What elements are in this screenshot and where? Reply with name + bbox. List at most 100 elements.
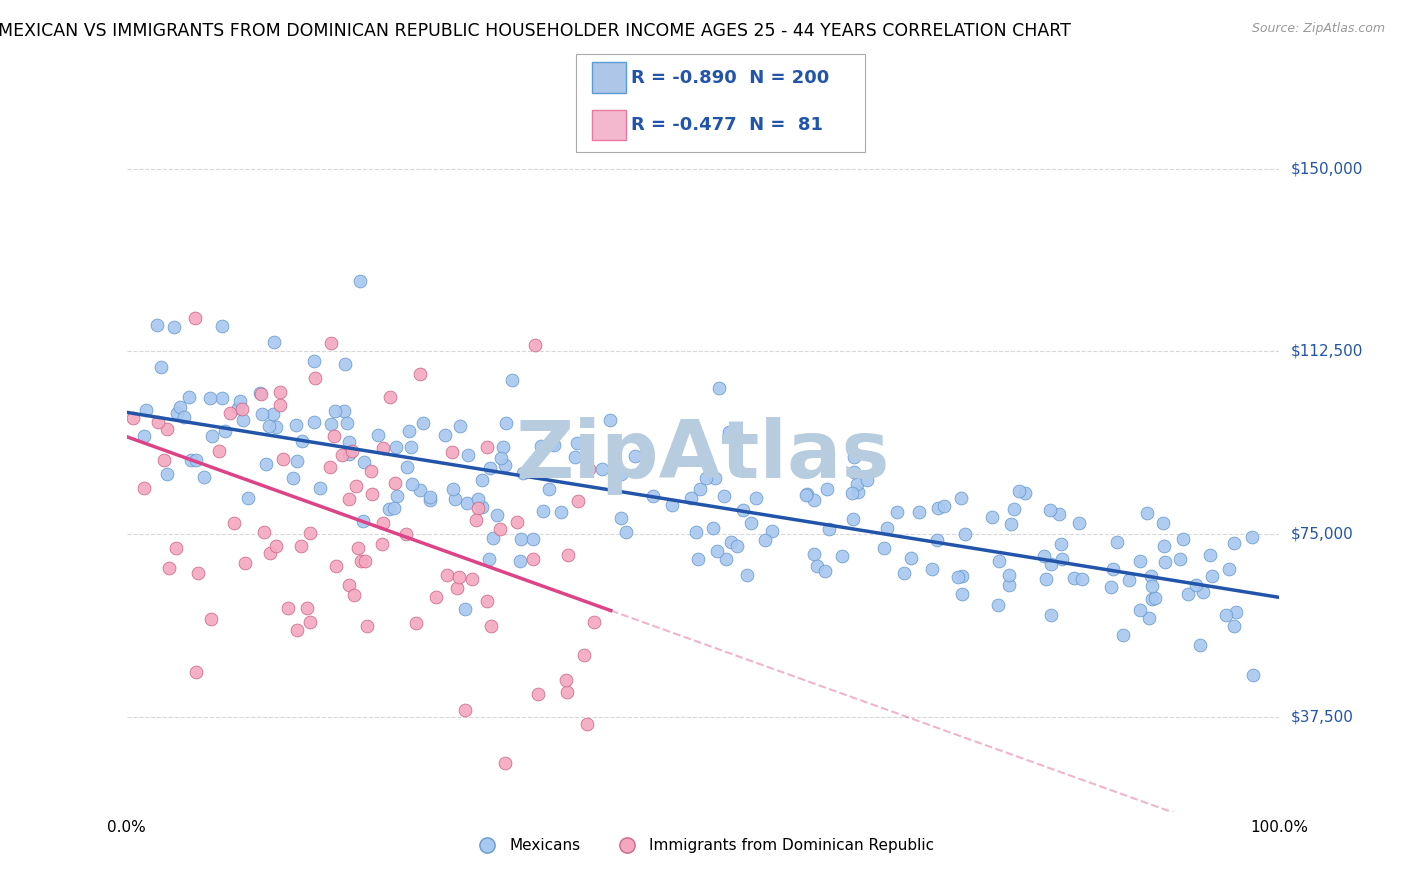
Point bbox=[418, 490, 440, 504]
Point bbox=[900, 550, 922, 565]
Point bbox=[1192, 585, 1215, 599]
Point bbox=[842, 512, 865, 526]
Point bbox=[489, 451, 512, 466]
Point bbox=[146, 415, 169, 429]
Point bbox=[1040, 608, 1063, 623]
Point bbox=[405, 615, 427, 630]
Point bbox=[564, 450, 586, 464]
Point bbox=[1225, 605, 1247, 619]
Point bbox=[471, 473, 494, 487]
Point bbox=[347, 541, 370, 556]
Point bbox=[543, 438, 565, 452]
Point bbox=[1240, 530, 1263, 544]
Point bbox=[454, 703, 477, 717]
Point bbox=[284, 417, 307, 432]
Point bbox=[475, 440, 498, 454]
Point bbox=[165, 541, 187, 555]
Point bbox=[530, 439, 553, 453]
Point bbox=[211, 319, 233, 334]
Point bbox=[478, 552, 501, 566]
Point bbox=[169, 401, 191, 415]
Point bbox=[134, 481, 156, 495]
Point bbox=[550, 505, 572, 519]
Point bbox=[643, 489, 665, 503]
Point bbox=[259, 546, 281, 560]
Point bbox=[987, 598, 1010, 612]
Point bbox=[1153, 516, 1175, 531]
Point bbox=[319, 335, 342, 350]
Point bbox=[269, 385, 291, 400]
Point bbox=[134, 429, 156, 443]
Point bbox=[187, 566, 209, 580]
Point bbox=[557, 548, 579, 562]
Point bbox=[506, 515, 529, 529]
Point bbox=[720, 535, 742, 549]
Point bbox=[925, 533, 948, 547]
Point bbox=[263, 335, 285, 350]
Point bbox=[1199, 548, 1222, 562]
Point bbox=[815, 482, 838, 496]
Point bbox=[156, 422, 179, 436]
Point bbox=[1222, 535, 1244, 549]
Point bbox=[1140, 592, 1163, 607]
Point bbox=[371, 516, 394, 531]
Point bbox=[373, 441, 395, 455]
Point bbox=[689, 482, 711, 496]
Point bbox=[214, 424, 236, 438]
Point bbox=[856, 474, 879, 488]
Point bbox=[461, 572, 484, 586]
Text: $112,500: $112,500 bbox=[1291, 344, 1362, 359]
Point bbox=[512, 466, 534, 480]
Point bbox=[523, 338, 546, 352]
Point bbox=[337, 491, 360, 506]
Point bbox=[1118, 573, 1140, 587]
Point bbox=[1039, 502, 1062, 516]
Point bbox=[707, 381, 730, 395]
Text: $37,500: $37,500 bbox=[1291, 709, 1354, 724]
Point bbox=[277, 601, 299, 615]
Point bbox=[952, 568, 974, 582]
Point bbox=[361, 487, 384, 501]
Point bbox=[253, 524, 276, 539]
Point bbox=[1135, 506, 1157, 520]
Point bbox=[873, 541, 896, 555]
Point bbox=[574, 648, 596, 662]
Point bbox=[409, 483, 432, 498]
Point bbox=[1140, 579, 1163, 593]
Point bbox=[456, 496, 478, 510]
Point bbox=[384, 440, 406, 454]
Point bbox=[1215, 607, 1237, 622]
Point bbox=[950, 587, 973, 601]
Point bbox=[323, 404, 346, 418]
Point bbox=[285, 454, 308, 468]
Point bbox=[609, 511, 631, 525]
Point bbox=[193, 470, 215, 484]
Point bbox=[297, 601, 319, 615]
Point bbox=[842, 450, 865, 465]
Point bbox=[754, 533, 776, 547]
Point bbox=[269, 398, 291, 412]
Point bbox=[337, 447, 360, 461]
Point bbox=[436, 567, 458, 582]
Point bbox=[285, 624, 308, 638]
Point bbox=[1063, 571, 1085, 585]
Point bbox=[179, 390, 201, 404]
Point bbox=[1040, 557, 1063, 571]
Point bbox=[482, 531, 505, 545]
Point bbox=[495, 756, 517, 770]
Point bbox=[578, 461, 600, 475]
Point bbox=[467, 492, 489, 507]
Point bbox=[433, 427, 456, 442]
Point bbox=[818, 522, 841, 536]
Point bbox=[714, 551, 737, 566]
Point bbox=[401, 441, 423, 455]
Point bbox=[1002, 501, 1025, 516]
Point bbox=[1014, 486, 1036, 500]
Point bbox=[1102, 562, 1125, 576]
Point bbox=[831, 549, 853, 563]
Point bbox=[238, 491, 260, 506]
Point bbox=[610, 467, 633, 481]
Point bbox=[489, 522, 512, 536]
Point bbox=[249, 386, 271, 401]
Point bbox=[733, 503, 755, 517]
